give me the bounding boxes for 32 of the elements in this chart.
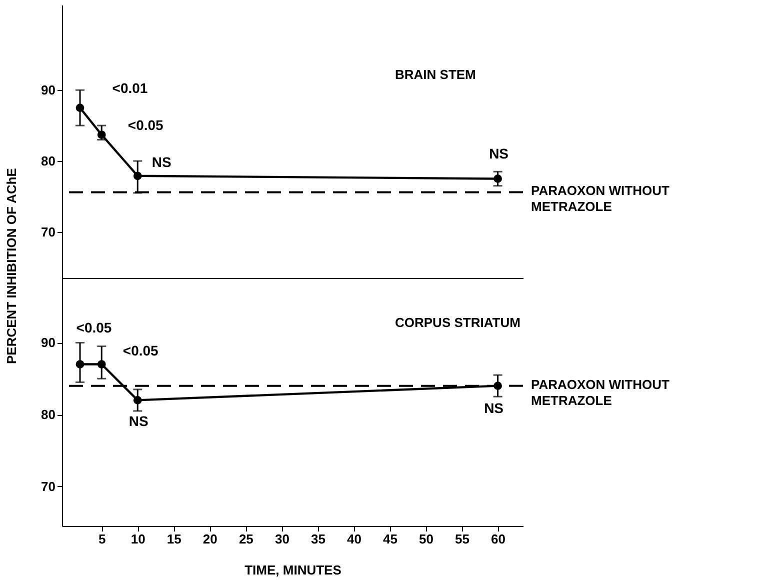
y-tick-label: 90 <box>41 335 56 350</box>
x-tick-label: 60 <box>491 532 506 546</box>
x-tick-label: 40 <box>346 532 362 546</box>
x-tick-label: 25 <box>238 532 254 546</box>
x-tick-label: 15 <box>166 532 182 546</box>
y-tick-label: 80 <box>41 407 56 422</box>
x-axis-title: TIME, MINUTES <box>244 562 342 578</box>
ref-line-label: PARAOXON WITHOUT METRAZOLE <box>531 376 670 408</box>
annotation: NS <box>128 413 148 430</box>
annotation: NS <box>152 154 172 170</box>
y-tick-label: 70 <box>41 478 56 494</box>
x-tick-label: 50 <box>419 532 434 546</box>
text: CORPUS STRIATUM <box>395 315 520 330</box>
annotation: <0.01 <box>112 80 148 96</box>
y-tick-label: 70 <box>41 224 56 240</box>
text: BRAIN STEM <box>395 67 476 82</box>
y-tick-label: 80 <box>41 154 56 168</box>
annotation: <0.05 <box>76 319 112 336</box>
annotation: NS <box>489 146 509 162</box>
annotation: NS <box>484 400 504 416</box>
x-tick-label: 5 <box>98 532 106 546</box>
x-tick-label: 35 <box>310 532 326 546</box>
x-tick-label: 45 <box>383 532 398 546</box>
x-tick-label: 10 <box>130 532 146 546</box>
x-tick-label: 20 <box>202 532 218 546</box>
x-tick-label: 55 <box>455 532 470 546</box>
y-axis-title: PERCENT INHIBITION OF AChE <box>4 168 20 364</box>
y-tick-label: 90 <box>41 82 56 98</box>
annotation: <0.05 <box>128 116 164 133</box>
ref-line-label: PARAOXON WITHOUT METRAZOLE <box>531 183 670 214</box>
x-tick-label: 30 <box>274 532 290 546</box>
annotation: <0.05 <box>122 342 159 358</box>
